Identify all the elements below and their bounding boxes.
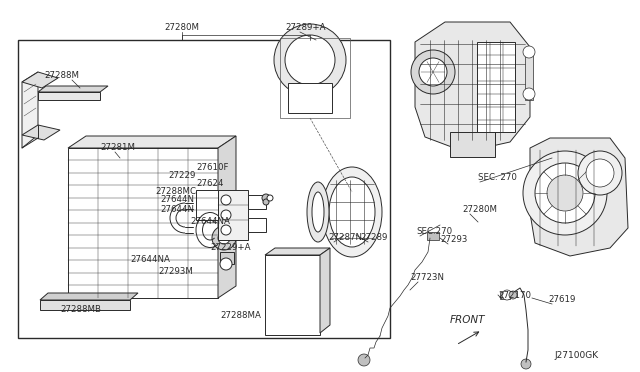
Circle shape bbox=[221, 195, 231, 205]
Text: 27288M: 27288M bbox=[44, 71, 79, 80]
Circle shape bbox=[586, 159, 614, 187]
Bar bbox=[477, 42, 515, 132]
Text: 27281M: 27281M bbox=[100, 144, 135, 153]
Text: 27280M: 27280M bbox=[462, 205, 497, 215]
Text: 27610F: 27610F bbox=[196, 163, 228, 171]
Text: 27288MA: 27288MA bbox=[220, 311, 261, 320]
Bar bbox=[196, 190, 218, 220]
Ellipse shape bbox=[285, 35, 335, 85]
Polygon shape bbox=[40, 300, 130, 310]
Circle shape bbox=[509, 291, 517, 299]
Circle shape bbox=[502, 290, 512, 300]
Text: SEC. 270: SEC. 270 bbox=[478, 173, 517, 183]
Ellipse shape bbox=[322, 167, 382, 257]
Bar bbox=[265, 255, 320, 335]
Circle shape bbox=[212, 226, 236, 250]
Bar bbox=[248, 218, 266, 232]
Polygon shape bbox=[320, 248, 330, 333]
Polygon shape bbox=[38, 86, 108, 92]
Ellipse shape bbox=[307, 182, 329, 242]
Text: 27289+A: 27289+A bbox=[285, 23, 326, 32]
Circle shape bbox=[535, 163, 595, 223]
Bar bbox=[218, 190, 248, 240]
Text: SEC.270: SEC.270 bbox=[416, 228, 452, 237]
Bar bbox=[450, 132, 495, 157]
Circle shape bbox=[212, 196, 236, 220]
Text: 27280M: 27280M bbox=[164, 23, 200, 32]
Bar bbox=[220, 252, 234, 264]
Text: 27619: 27619 bbox=[548, 295, 575, 305]
Circle shape bbox=[523, 88, 535, 100]
Text: 27644NA: 27644NA bbox=[190, 218, 230, 227]
Text: 27229+A: 27229+A bbox=[210, 244, 250, 253]
Polygon shape bbox=[265, 248, 330, 255]
Circle shape bbox=[358, 354, 370, 366]
Bar bbox=[288, 83, 332, 113]
Polygon shape bbox=[40, 293, 138, 300]
Bar bbox=[68, 148, 218, 298]
Circle shape bbox=[221, 225, 231, 235]
Text: 27644NA: 27644NA bbox=[130, 256, 170, 264]
Polygon shape bbox=[22, 72, 38, 148]
Circle shape bbox=[523, 46, 535, 58]
Bar bbox=[18, 40, 390, 338]
Text: 272170: 272170 bbox=[498, 291, 531, 299]
Text: 27287N: 27287N bbox=[328, 234, 362, 243]
Circle shape bbox=[547, 175, 583, 211]
Polygon shape bbox=[68, 136, 236, 148]
Circle shape bbox=[578, 151, 622, 195]
Circle shape bbox=[220, 258, 232, 270]
Circle shape bbox=[419, 58, 447, 86]
Text: 27288MB: 27288MB bbox=[60, 305, 101, 314]
Text: FRONT: FRONT bbox=[450, 315, 486, 325]
Circle shape bbox=[523, 151, 607, 235]
Text: 27293M: 27293M bbox=[158, 267, 193, 276]
Text: 27624: 27624 bbox=[196, 179, 223, 187]
Bar bbox=[500, 292, 510, 299]
Text: 27229: 27229 bbox=[168, 170, 195, 180]
Bar bbox=[280, 38, 350, 118]
Text: 27289: 27289 bbox=[360, 234, 387, 243]
Circle shape bbox=[262, 194, 270, 202]
Bar bbox=[248, 195, 266, 209]
Ellipse shape bbox=[312, 192, 324, 232]
Text: 27644N: 27644N bbox=[160, 196, 194, 205]
Circle shape bbox=[267, 195, 273, 201]
Ellipse shape bbox=[329, 177, 375, 247]
Text: 27288MC: 27288MC bbox=[155, 187, 196, 196]
Text: 27293: 27293 bbox=[440, 235, 467, 244]
Bar bbox=[427, 232, 439, 240]
Polygon shape bbox=[415, 22, 530, 152]
Polygon shape bbox=[530, 138, 628, 256]
Bar bbox=[525, 50, 533, 100]
Text: 27723N: 27723N bbox=[410, 273, 444, 282]
Text: J27100GK: J27100GK bbox=[554, 352, 598, 360]
Polygon shape bbox=[38, 92, 100, 100]
Circle shape bbox=[218, 232, 230, 244]
Polygon shape bbox=[218, 136, 236, 298]
Ellipse shape bbox=[274, 24, 346, 96]
Text: 27644N: 27644N bbox=[160, 205, 194, 215]
Circle shape bbox=[411, 50, 455, 94]
Polygon shape bbox=[22, 125, 60, 140]
Circle shape bbox=[221, 210, 231, 220]
Polygon shape bbox=[22, 72, 58, 88]
Circle shape bbox=[263, 199, 269, 205]
Circle shape bbox=[521, 359, 531, 369]
Circle shape bbox=[218, 202, 230, 214]
